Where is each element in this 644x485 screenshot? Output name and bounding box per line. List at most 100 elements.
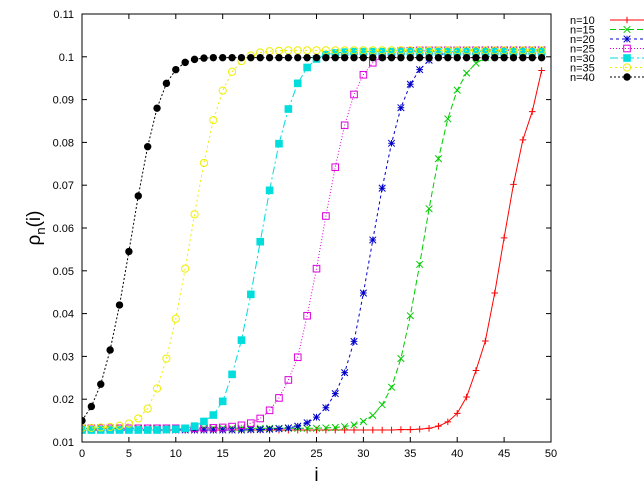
- data-point: [227, 67, 237, 76]
- data-point: [265, 53, 274, 62]
- data-point: [369, 426, 377, 434]
- data-point: [537, 53, 546, 62]
- data-point: [425, 425, 433, 432]
- y-tick-label: 0.04: [53, 309, 74, 321]
- legend-label: n=15: [570, 25, 595, 37]
- legend-label: n=40: [570, 72, 595, 84]
- data-point: [490, 47, 499, 56]
- data-point: [284, 376, 293, 384]
- data-point: [425, 205, 433, 213]
- data-point: [275, 139, 283, 148]
- data-point: [125, 426, 133, 434]
- data-point: [340, 48, 349, 56]
- y-tick-label: 0.09: [53, 95, 74, 107]
- x-tick-label: 40: [451, 448, 463, 460]
- legend-entry: n=40: [570, 72, 644, 84]
- data-point: [143, 426, 152, 434]
- plot-frame: [81, 13, 552, 443]
- data-point: [303, 63, 311, 72]
- data-point: [453, 410, 461, 417]
- data-point: [82, 426, 86, 434]
- data-point: [500, 47, 508, 56]
- data-point: [218, 423, 227, 432]
- legend-entry: n=20: [570, 34, 644, 46]
- data-point: [153, 426, 161, 434]
- data-point: [171, 314, 180, 323]
- data-point: [162, 354, 171, 363]
- data-point: [340, 121, 349, 130]
- data-point: [528, 53, 536, 62]
- legend-label: n=20: [570, 34, 595, 46]
- data-point: [219, 426, 227, 434]
- data-point: [388, 426, 395, 434]
- data-point: [472, 53, 480, 62]
- x-tick-label: 45: [498, 448, 510, 460]
- data-point: [387, 47, 396, 56]
- data-point: [293, 79, 302, 88]
- y-tick-label: 0.06: [53, 223, 74, 235]
- y-tick-label: 0.1: [59, 52, 74, 64]
- data-point: [406, 47, 415, 56]
- data-point: [322, 404, 330, 412]
- data-point: [303, 424, 311, 432]
- y-axis-title-rest: (i): [24, 211, 45, 228]
- x-tick-label: 10: [170, 448, 182, 460]
- data-point: [491, 53, 499, 62]
- data-point: [312, 413, 321, 421]
- data-point: [406, 53, 414, 62]
- data-point: [153, 104, 161, 112]
- data-point: [331, 163, 340, 172]
- data-point: [275, 394, 283, 402]
- data-point: [247, 53, 255, 62]
- data-point: [331, 53, 339, 62]
- y-tick-label: 0.08: [53, 137, 74, 149]
- data-point: [303, 419, 311, 427]
- data-point: [106, 422, 115, 432]
- y-tick-label: 0.01: [53, 437, 74, 449]
- data-point: [415, 47, 424, 56]
- data-point: [172, 425, 180, 433]
- y-tick-label: 0.03: [53, 351, 74, 363]
- data-point: [453, 47, 461, 56]
- y-axis-title-base: ρ: [24, 234, 45, 245]
- data-point: [256, 53, 264, 62]
- legend-marker: [623, 16, 631, 24]
- data-point: [265, 186, 274, 195]
- series-line-n15: [82, 51, 542, 429]
- data-point: [434, 47, 443, 56]
- data-point: [143, 404, 152, 413]
- data-point: [275, 425, 283, 433]
- data-point: [359, 47, 368, 56]
- data-point: [162, 425, 171, 434]
- data-point: [350, 53, 358, 62]
- data-point: [303, 53, 311, 62]
- legend-marker: [623, 73, 631, 81]
- data-point: [87, 423, 96, 432]
- data-point: [265, 406, 274, 415]
- data-point: [275, 53, 283, 62]
- data-point: [434, 155, 443, 163]
- data-point: [407, 426, 414, 433]
- data-point: [369, 411, 377, 420]
- legend-entry: n=15: [570, 25, 644, 37]
- data-point: [472, 367, 480, 374]
- data-point: [312, 264, 321, 273]
- data-point: [350, 90, 358, 99]
- data-point: [322, 212, 330, 220]
- data-point: [200, 426, 208, 434]
- data-point: [322, 424, 330, 432]
- data-point: [96, 423, 105, 432]
- data-point: [87, 402, 96, 411]
- data-point: [237, 421, 246, 430]
- data-point: [219, 53, 227, 62]
- data-point: [397, 426, 405, 433]
- data-point: [247, 290, 255, 299]
- data-point: [209, 426, 217, 434]
- data-point: [152, 384, 162, 393]
- data-point: [200, 417, 208, 426]
- data-point: [387, 383, 396, 391]
- legend-entry: n=35: [570, 63, 644, 75]
- data-point: [294, 422, 302, 430]
- data-point: [378, 426, 386, 434]
